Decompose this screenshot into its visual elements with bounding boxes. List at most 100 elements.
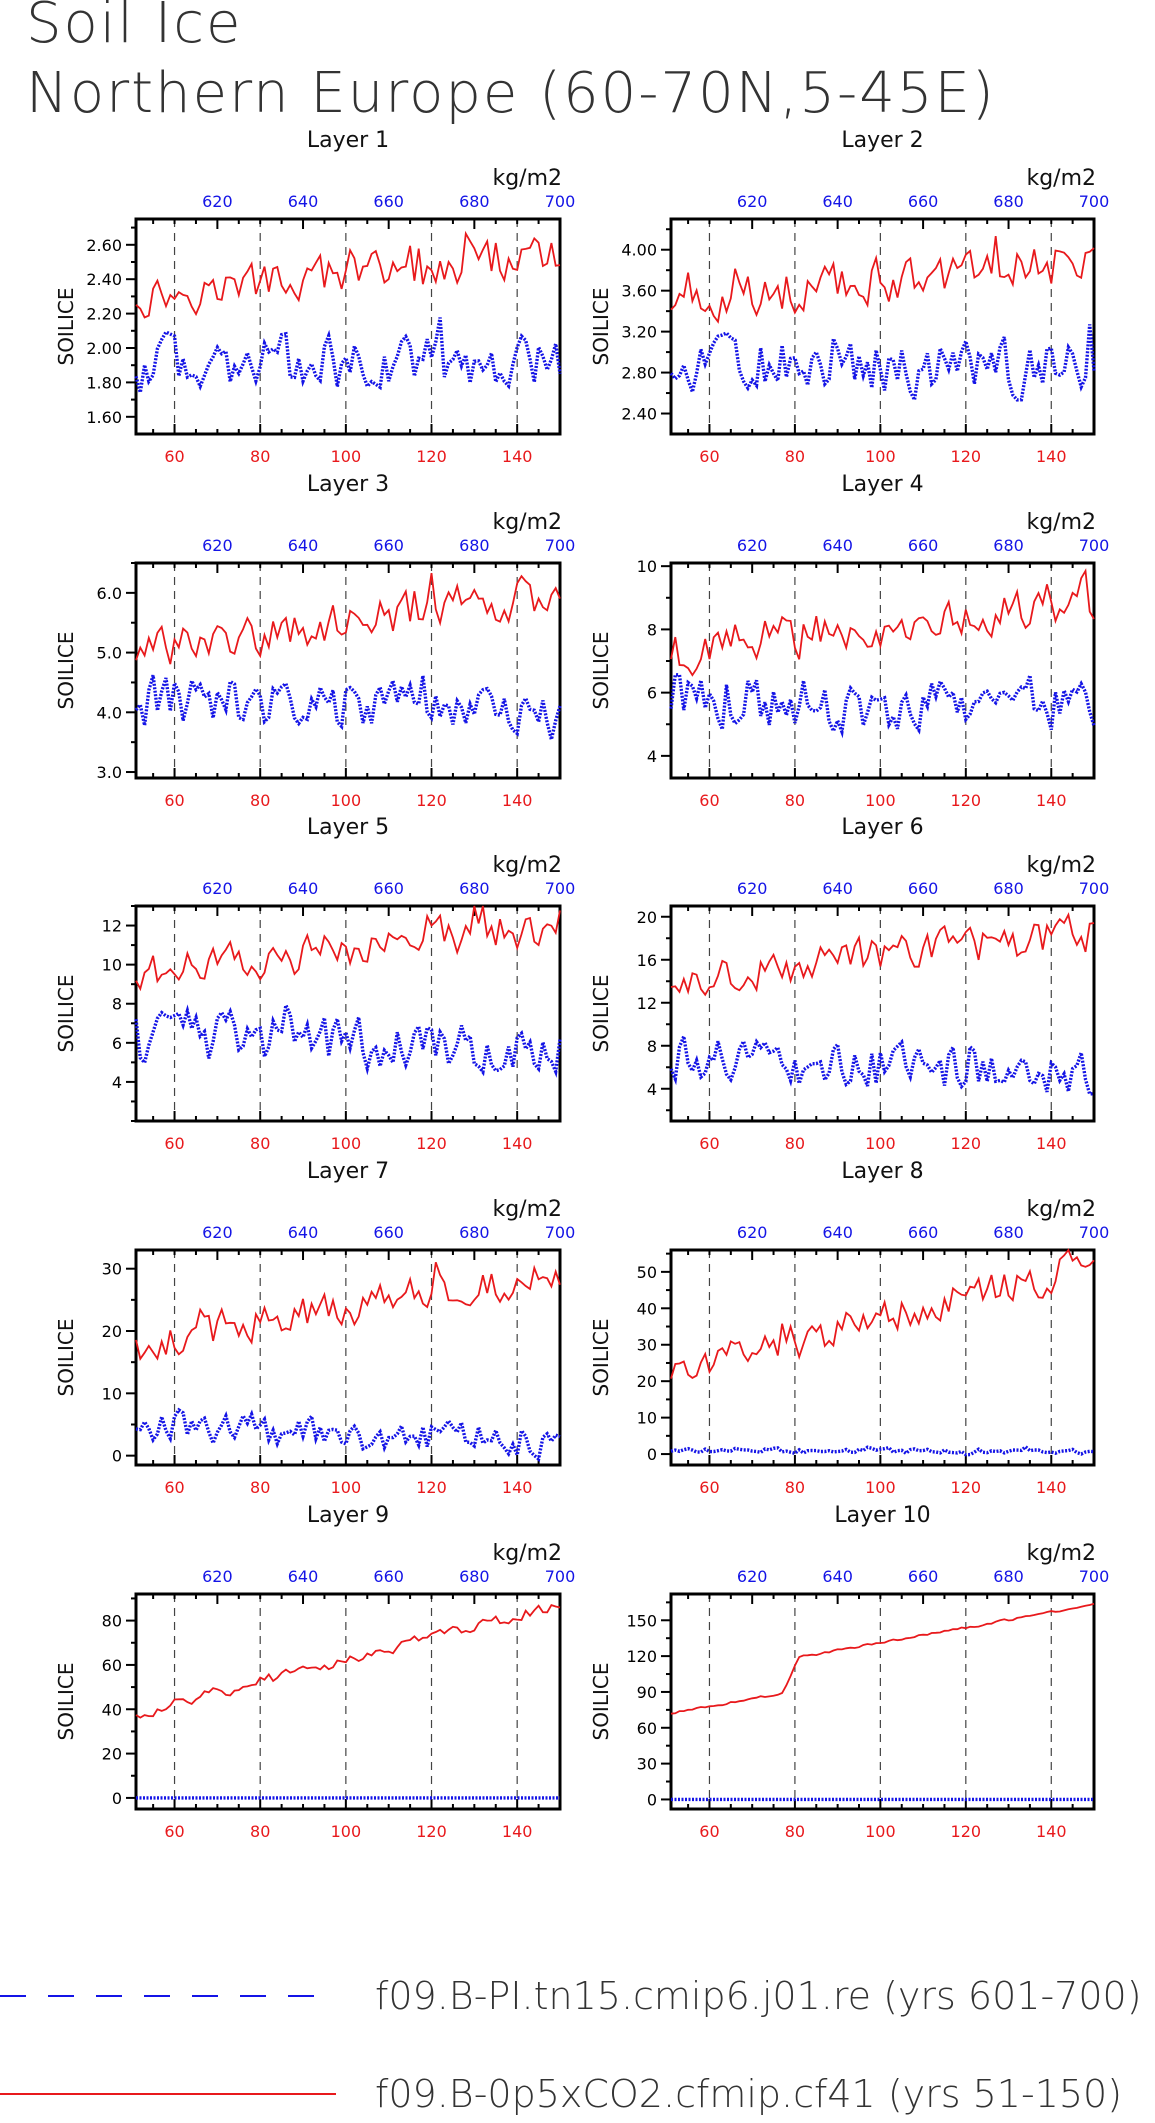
- x-tick-label-bottom: 140: [1036, 791, 1067, 810]
- x-tick-label-top: 700: [545, 879, 576, 898]
- y-axis-label: SOILICE: [589, 632, 613, 710]
- x-tick-label-top: 620: [202, 1567, 233, 1586]
- x-tick-label-top: 700: [1079, 1223, 1110, 1242]
- y-tick-label: 10: [637, 557, 657, 576]
- x-tick-label-top: 620: [737, 536, 768, 555]
- x-tick-label-bottom: 120: [951, 791, 982, 810]
- series-line-red: [670, 235, 1095, 324]
- y-axis-label: SOILICE: [54, 632, 78, 710]
- x-tick-label-top: 640: [822, 1567, 853, 1586]
- plot-frame: [134, 904, 562, 1123]
- y-axis-label: SOILICE: [54, 1319, 78, 1397]
- y-tick-label: 3.0: [97, 763, 122, 782]
- x-tick-label-top: 700: [1079, 536, 1110, 555]
- y-tick-label: 2.40: [621, 405, 657, 424]
- y-tick-label: 4.00: [621, 241, 657, 260]
- series-line-blue: [670, 1444, 1095, 1457]
- x-tick-label-bottom: 140: [502, 791, 533, 810]
- chart-panel-9: Layer 9 kg/m2 60 80 100 120 140 620 640 660 680 700…: [54, 1503, 575, 1841]
- series-line-red: [670, 1248, 1095, 1379]
- x-tick-label-top: 620: [737, 879, 768, 898]
- x-tick-label-top: 620: [202, 192, 233, 211]
- x-tick-label-top: 660: [373, 1567, 404, 1586]
- series-line-red: [135, 1262, 561, 1361]
- x-tick-label-bottom: 60: [699, 1822, 719, 1841]
- y-tick-label: 8: [647, 620, 657, 639]
- chart-panel-10: Layer 10 kg/m2 60 80 100 120 140 620 640 660 680 70…: [589, 1503, 1109, 1841]
- y-axis-label: SOILICE: [54, 975, 78, 1053]
- y-axis-label: SOILICE: [589, 975, 613, 1053]
- unit-label: kg/m2: [492, 1197, 562, 1222]
- y-axis-label: SOILICE: [589, 1663, 613, 1741]
- unit-label: kg/m2: [492, 1541, 562, 1566]
- y-tick-label: 150: [626, 1611, 657, 1630]
- panel-title: Layer 5: [307, 815, 389, 840]
- x-tick-label-top: 620: [737, 1223, 768, 1242]
- x-tick-label-bottom: 80: [250, 1478, 270, 1497]
- plot-frame: [669, 1592, 1096, 1811]
- x-tick-label-bottom: 80: [785, 1478, 805, 1497]
- y-axis-label: SOILICE: [54, 1663, 78, 1741]
- x-tick-label-bottom: 100: [865, 447, 896, 466]
- y-tick-label: 60: [102, 1656, 122, 1675]
- legend-item: f09.B-PI.tn15.cmip6.j01.re (yrs 601-700): [0, 1974, 1142, 2018]
- x-tick-label-top: 700: [545, 1223, 576, 1242]
- x-tick-label-bottom: 100: [331, 791, 362, 810]
- panel-title: Layer 4: [841, 472, 923, 497]
- x-tick-label-bottom: 60: [699, 1134, 719, 1153]
- x-tick-label-bottom: 80: [250, 1822, 270, 1841]
- x-tick-label-top: 680: [993, 536, 1024, 555]
- x-tick-label-top: 660: [908, 192, 939, 211]
- panel-title: Layer 3: [307, 472, 389, 497]
- x-tick-label-top: 660: [908, 879, 939, 898]
- y-tick-label: 30: [637, 1755, 657, 1774]
- x-tick-label-top: 640: [288, 1567, 319, 1586]
- y-tick-label: 2.00: [86, 339, 122, 358]
- y-tick-label: 0: [647, 1445, 657, 1464]
- y-tick-label: 4: [647, 1080, 657, 1099]
- y-tick-label: 90: [637, 1683, 657, 1702]
- unit-label: kg/m2: [1026, 166, 1096, 191]
- y-tick-label: 0: [112, 1789, 122, 1808]
- x-tick-label-bottom: 140: [502, 1822, 533, 1841]
- y-tick-label: 1.60: [86, 408, 122, 427]
- plot-frame: [134, 217, 562, 436]
- x-tick-label-top: 660: [908, 1567, 939, 1586]
- x-tick-label-top: 680: [459, 1223, 490, 1242]
- panel-title: Layer 2: [841, 128, 923, 153]
- y-tick-label: 10: [637, 1409, 657, 1428]
- x-tick-label-top: 660: [373, 1223, 404, 1242]
- series-line-red: [135, 905, 561, 992]
- y-tick-label: 8: [112, 995, 122, 1014]
- y-tick-label: 80: [102, 1612, 122, 1631]
- x-tick-label-bottom: 80: [250, 447, 270, 466]
- x-tick-label-bottom: 120: [416, 1478, 447, 1497]
- y-tick-label: 120: [626, 1647, 657, 1666]
- x-tick-label-bottom: 140: [502, 1478, 533, 1497]
- x-tick-label-top: 700: [1079, 879, 1110, 898]
- y-tick-label: 2.60: [86, 236, 122, 255]
- panel-title: Layer 6: [841, 815, 923, 840]
- y-tick-label: 4: [647, 747, 657, 766]
- y-tick-label: 0: [647, 1790, 657, 1809]
- series-line-red: [670, 912, 1095, 997]
- x-tick-label-top: 700: [545, 1567, 576, 1586]
- x-tick-label-top: 660: [373, 192, 404, 211]
- x-tick-label-bottom: 80: [785, 1822, 805, 1841]
- y-tick-label: 5.0: [97, 644, 122, 663]
- series-line-blue: [134, 317, 562, 393]
- x-tick-label-bottom: 80: [785, 1134, 805, 1153]
- x-tick-label-top: 640: [822, 536, 853, 555]
- y-tick-label: 40: [102, 1700, 122, 1719]
- plot-frame: [134, 561, 562, 780]
- unit-label: kg/m2: [1026, 1541, 1096, 1566]
- x-tick-label-top: 680: [993, 1223, 1024, 1242]
- x-tick-label-top: 640: [822, 1223, 853, 1242]
- x-tick-label-bottom: 60: [164, 447, 184, 466]
- series-line-red: [135, 1604, 561, 1719]
- panel-title: Layer 9: [307, 1503, 389, 1528]
- unit-label: kg/m2: [1026, 510, 1096, 535]
- x-tick-label-bottom: 140: [502, 447, 533, 466]
- panel-title: Layer 1: [307, 128, 389, 153]
